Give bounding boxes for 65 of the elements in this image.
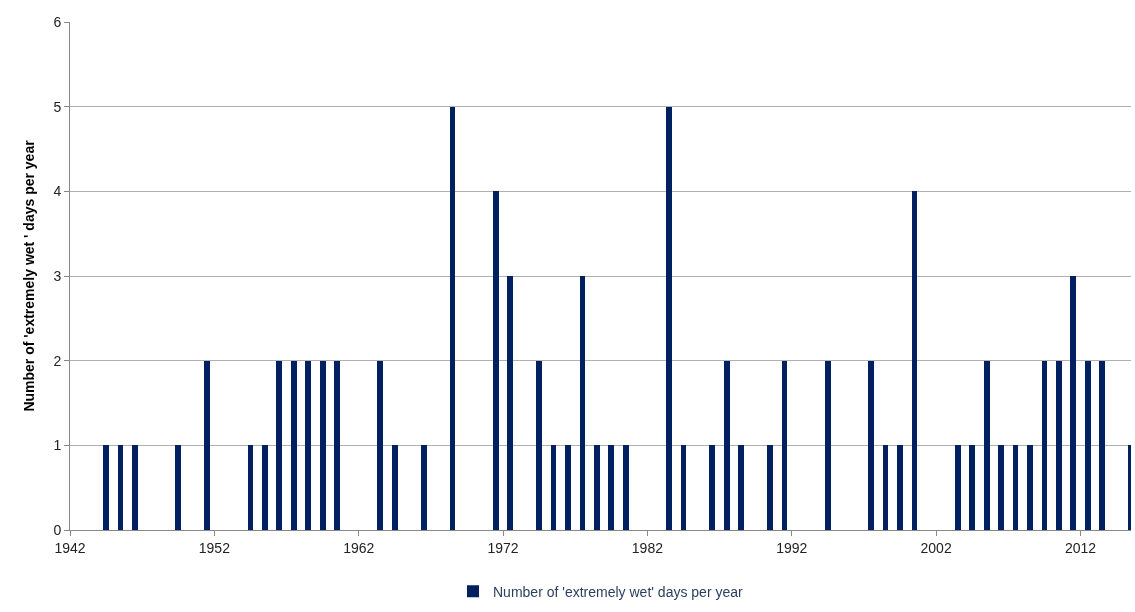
bar (738, 445, 744, 530)
x-tick-label: 1962 (343, 539, 375, 556)
bar (1085, 361, 1091, 530)
bar (767, 445, 773, 530)
bar (248, 445, 253, 530)
bar (291, 361, 297, 530)
legend-label: Number of 'extremely wet' days per year (493, 583, 743, 600)
bar (623, 445, 629, 530)
bar (392, 445, 398, 530)
bar (825, 361, 831, 530)
bar (782, 361, 787, 530)
bar (1042, 361, 1047, 530)
bar (450, 107, 455, 530)
bar (955, 445, 961, 530)
bar (334, 361, 340, 530)
x-tick-label: 1992 (776, 539, 808, 556)
bar (1013, 445, 1018, 530)
bar (984, 361, 990, 530)
bar (897, 445, 903, 530)
bar (493, 191, 499, 530)
bar (175, 445, 181, 530)
x-tick-label: 1982 (631, 539, 664, 556)
bar (709, 445, 715, 530)
bar (1099, 361, 1105, 530)
bar (305, 361, 311, 530)
x-tick-label: 1972 (487, 539, 519, 556)
bar (912, 191, 917, 530)
bar (608, 445, 614, 530)
y-tick-label: 3 (53, 267, 62, 284)
bar (1056, 361, 1062, 530)
bar (507, 276, 513, 530)
y-tick-label: 4 (53, 183, 62, 200)
y-tick-label: 6 (53, 13, 62, 30)
bar (1027, 445, 1033, 530)
x-tick-label: 1942 (54, 539, 86, 556)
bar (118, 445, 123, 530)
bar (969, 445, 975, 530)
x-tick-label: 2012 (1064, 539, 1097, 556)
bar (132, 445, 138, 530)
bar (998, 445, 1004, 530)
bar (536, 361, 542, 530)
bar (204, 361, 210, 530)
bar (594, 445, 600, 530)
x-tick-label: 1952 (198, 539, 231, 556)
bar (724, 361, 730, 530)
bar (565, 445, 571, 530)
bar (580, 276, 585, 530)
y-axis-title: Number of 'extremely wet ' days per year (21, 139, 37, 412)
bar (276, 361, 282, 530)
bar (666, 107, 672, 530)
y-tick-label: 2 (53, 352, 62, 369)
bar (868, 361, 874, 530)
bar (681, 445, 686, 530)
bar (551, 445, 556, 530)
bar (320, 361, 326, 530)
y-tick-label: 0 (53, 521, 62, 538)
bar (1070, 276, 1076, 530)
bar (421, 445, 427, 530)
bar (262, 445, 268, 530)
bar (103, 445, 109, 530)
y-tick-label: 5 (53, 98, 62, 115)
bar (883, 445, 888, 530)
y-tick-label: 1 (53, 437, 62, 454)
x-tick-label: 2002 (920, 539, 952, 556)
bar (377, 361, 383, 530)
